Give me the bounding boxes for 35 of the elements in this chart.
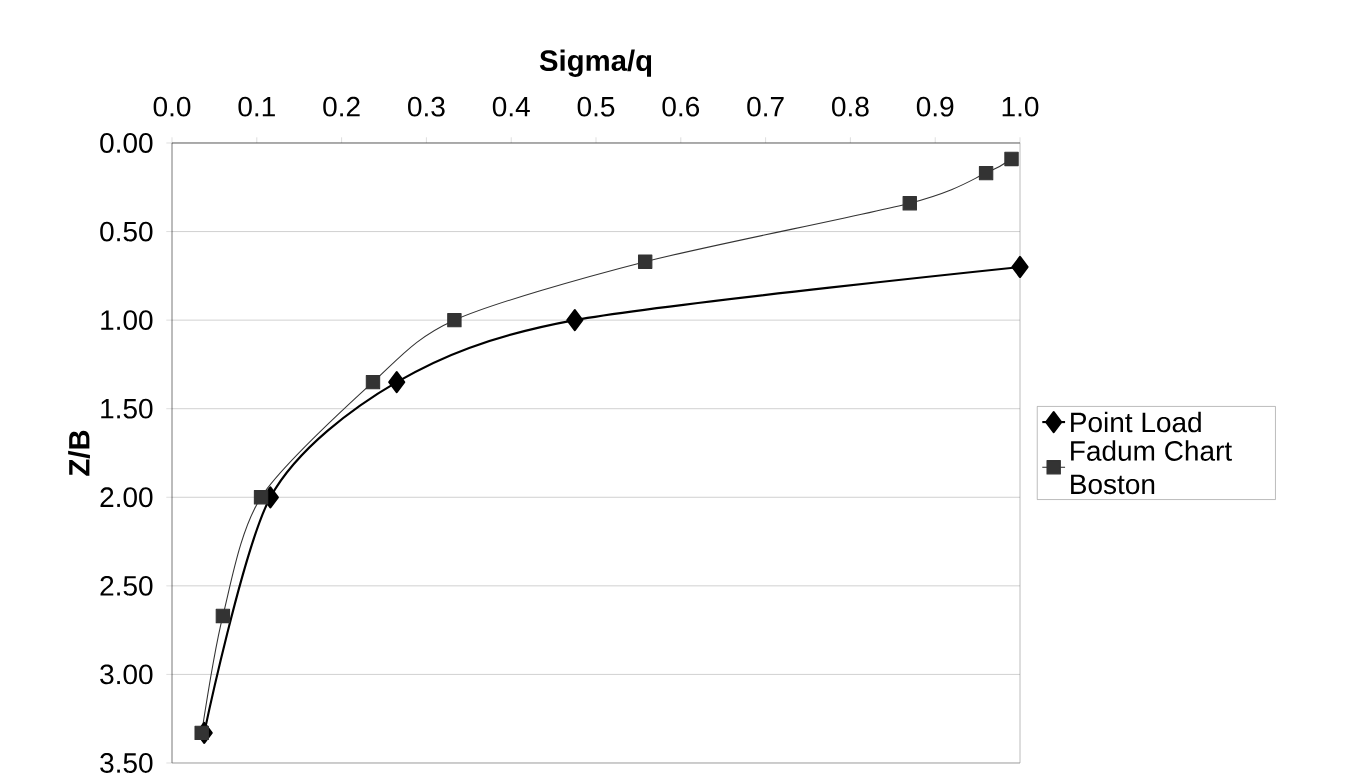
point [566, 309, 584, 332]
x-tick-label: 0.9 [916, 96, 954, 117]
point [365, 374, 381, 390]
y-tick-label: 0.00 [100, 133, 153, 153]
x-tick-label: 0.8 [832, 96, 869, 117]
point [1004, 151, 1019, 167]
y-axis-title: Z/B [68, 430, 90, 476]
y-tick-label: 3.00 [100, 664, 153, 685]
point [637, 254, 653, 269]
y-tick-label: 3.50 [100, 753, 153, 773]
point [215, 608, 231, 624]
point [902, 196, 917, 211]
x-tick-label: 0.3 [408, 96, 445, 117]
y-tick-label: 1.00 [101, 310, 153, 331]
x-axis-title: Sigma/q [539, 49, 652, 77]
x-tick-label: 0.5 [577, 96, 615, 117]
x-tick-label: 1.0 [1002, 96, 1039, 117]
point [253, 490, 269, 505]
point [388, 371, 406, 394]
point [1011, 255, 1029, 279]
x-tick-label: 0.7 [747, 96, 784, 117]
legend-label: Point Load [1071, 411, 1201, 433]
point [447, 312, 462, 328]
legend-label: Fadum Chart Boston [1071, 440, 1232, 495]
x-tick-label: 0.6 [662, 96, 700, 117]
point [978, 165, 994, 181]
y-tick-label: 1.50 [101, 398, 153, 419]
x-tick-label: 0.2 [323, 96, 360, 117]
y-tick-label: 2.00 [100, 487, 153, 508]
point [194, 725, 209, 741]
y-tick-label: 0.50 [100, 221, 153, 242]
x-tick-label: 0.4 [492, 96, 530, 117]
y-tick-label: 2.50 [100, 575, 153, 596]
x-tick-label: 0.0 [153, 96, 191, 117]
x-tick-label: 0.1 [238, 96, 275, 117]
